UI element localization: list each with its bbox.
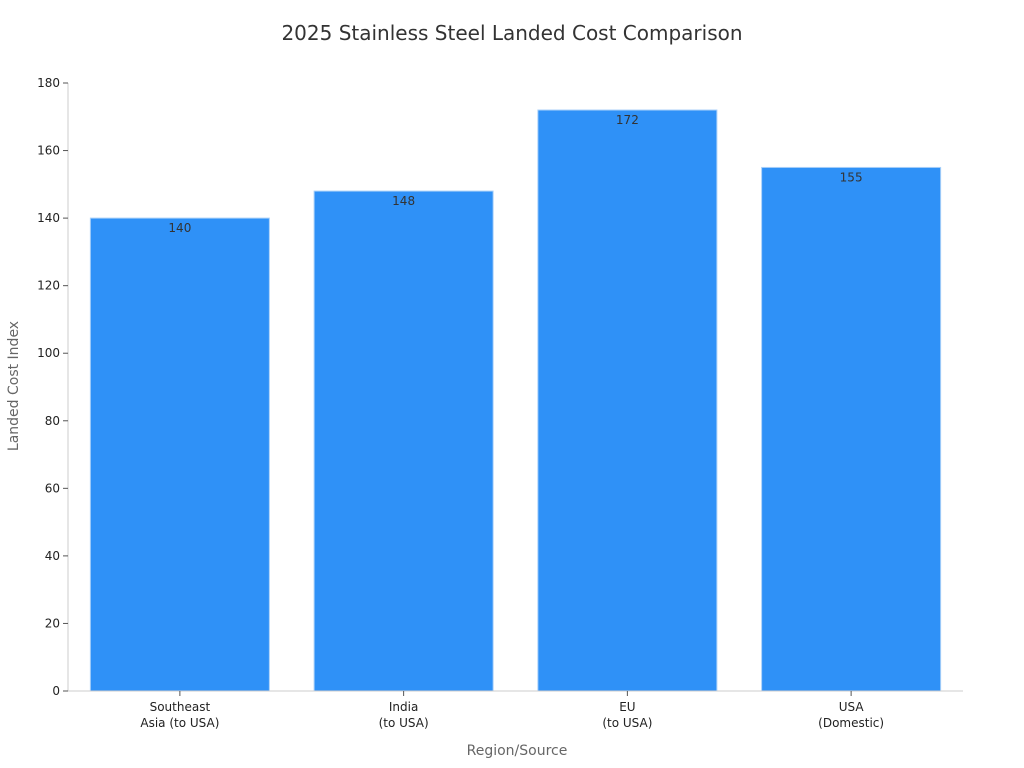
y-tick-label: 140	[37, 211, 60, 225]
bar	[761, 166, 942, 692]
bar	[537, 109, 718, 692]
x-tick-label: (to USA)	[379, 716, 429, 730]
y-tick-label: 0	[52, 684, 60, 698]
y-tick-label: 120	[37, 279, 60, 293]
bar-value-label: 140	[168, 221, 191, 235]
bar-value-label: 148	[392, 194, 415, 208]
x-tick-label: Asia (to USA)	[140, 716, 219, 730]
y-tick-label: 20	[45, 616, 60, 630]
y-tick-label: 80	[45, 414, 60, 428]
y-axis: 0 20 40 60 80 100 120 140 160 180	[37, 76, 69, 698]
x-tick-label: (to USA)	[602, 716, 652, 730]
x-tick-label: EU	[619, 700, 635, 714]
x-axis-label: Region/Source	[467, 743, 568, 759]
y-tick-label: 180	[37, 76, 60, 90]
bar	[313, 190, 494, 692]
x-tick-label: India	[389, 700, 418, 714]
x-tick-label: Southeast	[150, 700, 211, 714]
bar-value-label: 155	[840, 170, 863, 184]
y-axis-label: Landed Cost Index	[6, 321, 22, 451]
bars-group	[89, 109, 942, 692]
y-tick-label: 40	[45, 549, 60, 563]
x-axis: Southeast Asia (to USA) India (to USA) EU (to…	[68, 690, 963, 730]
y-tick-label: 160	[37, 144, 60, 158]
data-labels-group: 140 148 172 155	[168, 113, 862, 235]
y-tick-label: 100	[37, 346, 60, 360]
x-tick-label: (Domestic)	[818, 716, 884, 730]
bar-value-label: 172	[616, 113, 639, 127]
y-tick-label: 60	[45, 481, 60, 495]
x-tick-label: USA	[839, 700, 865, 714]
bar	[89, 217, 270, 692]
chart-title: 2025 Stainless Steel Landed Cost Compari…	[281, 21, 742, 45]
